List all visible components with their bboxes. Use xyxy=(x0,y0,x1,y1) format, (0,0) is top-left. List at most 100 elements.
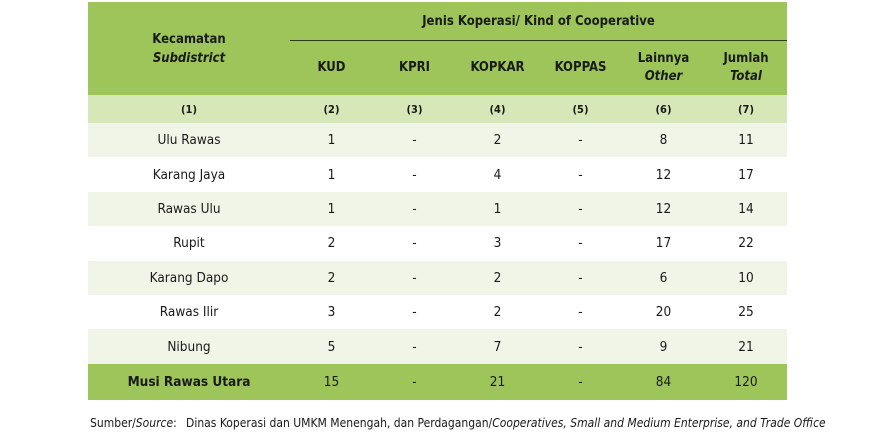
table-row: Ulu Rawas 1 - 2 - 8 11 xyxy=(88,123,788,158)
col-total-header: Jumlah Total xyxy=(705,41,787,96)
col-other-header: Lainnya Other xyxy=(622,41,705,96)
col-number: (3) xyxy=(373,95,456,123)
cell-other: 8 xyxy=(622,123,705,158)
total-name: Musi Rawas Utara xyxy=(88,363,290,400)
table-row: Karang Jaya 1 - 4 - 12 17 xyxy=(88,157,788,192)
subdistrict-name: Karang Jaya xyxy=(88,157,290,192)
col-koppas-header: KOPPAS xyxy=(539,41,622,96)
cooperative-kind-header: Jenis Koperasi/ Kind of Cooperative xyxy=(290,2,788,41)
cell-kud: 5 xyxy=(290,329,373,364)
col-number: (2) xyxy=(290,95,373,123)
source-label-plain: Sumber/ xyxy=(90,416,136,430)
cell-koppas: - xyxy=(539,329,622,364)
cell-kopkar: 2 xyxy=(456,260,539,295)
col-total-label-en: Total xyxy=(730,69,762,84)
cell-kpri: - xyxy=(373,226,456,261)
cell-kud: 1 xyxy=(290,191,373,227)
total-row: Musi Rawas Utara 15 - 21 - 84 120 xyxy=(88,363,788,400)
cooperative-table-container: Kecamatan Subdistrict Jenis Koperasi/ Ki… xyxy=(88,2,788,400)
cell-koppas: - xyxy=(539,191,622,227)
total-other: 84 xyxy=(622,363,705,400)
col-number: (4) xyxy=(456,95,539,123)
cell-total: 17 xyxy=(705,157,788,192)
col-kud-header: KUD xyxy=(290,41,373,96)
subdistrict-name: Karang Dapo xyxy=(88,260,290,295)
subdistrict-name: Ulu Rawas xyxy=(88,123,290,158)
total-kpri: - xyxy=(373,363,456,400)
cell-kpri: - xyxy=(373,329,456,364)
cell-kud: 1 xyxy=(290,157,373,192)
cell-kopkar: 2 xyxy=(456,123,539,158)
col-koppas-label: KOPPAS xyxy=(554,60,607,75)
total-total: 120 xyxy=(705,363,788,400)
col-kpri-label: KPRI xyxy=(399,60,430,75)
kecamatan-label: Kecamatan xyxy=(152,31,226,47)
col-kpri-header: KPRI xyxy=(373,41,456,96)
cell-kpri: - xyxy=(373,294,456,330)
cell-kud: 1 xyxy=(290,123,373,158)
col-other-label-en: Other xyxy=(644,69,683,84)
cell-koppas: - xyxy=(539,123,622,158)
col-other-label: Lainnya xyxy=(637,51,690,66)
total-kud: 15 xyxy=(290,363,373,400)
cell-koppas: - xyxy=(539,294,622,330)
col-kud-label: KUD xyxy=(317,60,346,75)
subdistrict-name: Rupit xyxy=(88,226,290,261)
cell-other: 12 xyxy=(622,191,705,227)
total-koppas: - xyxy=(539,363,622,400)
col-number: (1) xyxy=(88,95,290,123)
table-row: Karang Dapo 2 - 2 - 6 10 xyxy=(88,260,788,295)
cell-other: 20 xyxy=(622,294,705,330)
cell-kopkar: 2 xyxy=(456,294,539,330)
cell-kud: 2 xyxy=(290,226,373,261)
source-label: Sumber/Source: xyxy=(90,416,186,430)
cell-kopkar: 4 xyxy=(456,157,539,192)
source-text-plain: Dinas Koperasi dan UMKM Menengah, dan Pe… xyxy=(186,416,493,430)
cell-other: 9 xyxy=(622,329,705,364)
cell-kopkar: 3 xyxy=(456,226,539,261)
cell-total: 10 xyxy=(705,260,788,295)
cell-kud: 2 xyxy=(290,260,373,295)
cell-koppas: - xyxy=(539,226,622,261)
cell-kopkar: 7 xyxy=(456,329,539,364)
col-kopkar-label: KOPKAR xyxy=(470,60,525,75)
cell-kopkar: 1 xyxy=(456,191,539,227)
kecamatan-header: Kecamatan Subdistrict xyxy=(88,2,290,95)
cell-total: 14 xyxy=(705,191,788,227)
col-number: (7) xyxy=(705,95,788,123)
table-row: Rawas Ulu 1 - 1 - 12 14 xyxy=(88,191,788,227)
cell-koppas: - xyxy=(539,157,622,192)
cell-kud: 3 xyxy=(290,294,373,330)
cell-kpri: - xyxy=(373,260,456,295)
cell-other: 12 xyxy=(622,157,705,192)
col-number: (6) xyxy=(622,95,705,123)
table-row: Rupit 2 - 3 - 17 22 xyxy=(88,226,788,261)
column-number-row: (1) (2) (3) (4) (5) (6) (7) xyxy=(88,95,788,123)
subdistrict-name: Rawas Ulu xyxy=(88,191,290,227)
table-row: Nibung 5 - 7 - 9 21 xyxy=(88,329,788,364)
cell-kpri: - xyxy=(373,157,456,192)
cell-total: 22 xyxy=(705,226,788,261)
cell-koppas: - xyxy=(539,260,622,295)
cell-other: 6 xyxy=(622,260,705,295)
total-kopkar: 21 xyxy=(456,363,539,400)
col-number: (5) xyxy=(539,95,622,123)
cell-total: 21 xyxy=(705,329,788,364)
cell-other: 17 xyxy=(622,226,705,261)
source-text-italic: Cooperatives, Small and Medium Enterpris… xyxy=(492,416,826,430)
cell-kpri: - xyxy=(373,123,456,158)
cell-kpri: - xyxy=(373,191,456,227)
source-label-italic: Source xyxy=(135,416,174,430)
cooperative-table: Kecamatan Subdistrict Jenis Koperasi/ Ki… xyxy=(88,2,788,400)
col-total-label: Jumlah xyxy=(723,51,769,66)
table-row: Rawas Ilir 3 - 2 - 20 25 xyxy=(88,294,788,330)
cell-total: 11 xyxy=(705,123,788,158)
source-label-colon: : xyxy=(173,416,177,430)
subdistrict-name: Rawas Ilir xyxy=(88,294,290,330)
subdistrict-label: Subdistrict xyxy=(152,50,226,66)
header-row-group: Kecamatan Subdistrict Jenis Koperasi/ Ki… xyxy=(88,2,788,66)
cell-total: 25 xyxy=(705,294,788,330)
col-kopkar-header: KOPKAR xyxy=(456,41,539,96)
subdistrict-name: Nibung xyxy=(88,329,290,364)
source-note: Sumber/Source: Dinas Koperasi dan UMKM Me… xyxy=(90,416,870,430)
